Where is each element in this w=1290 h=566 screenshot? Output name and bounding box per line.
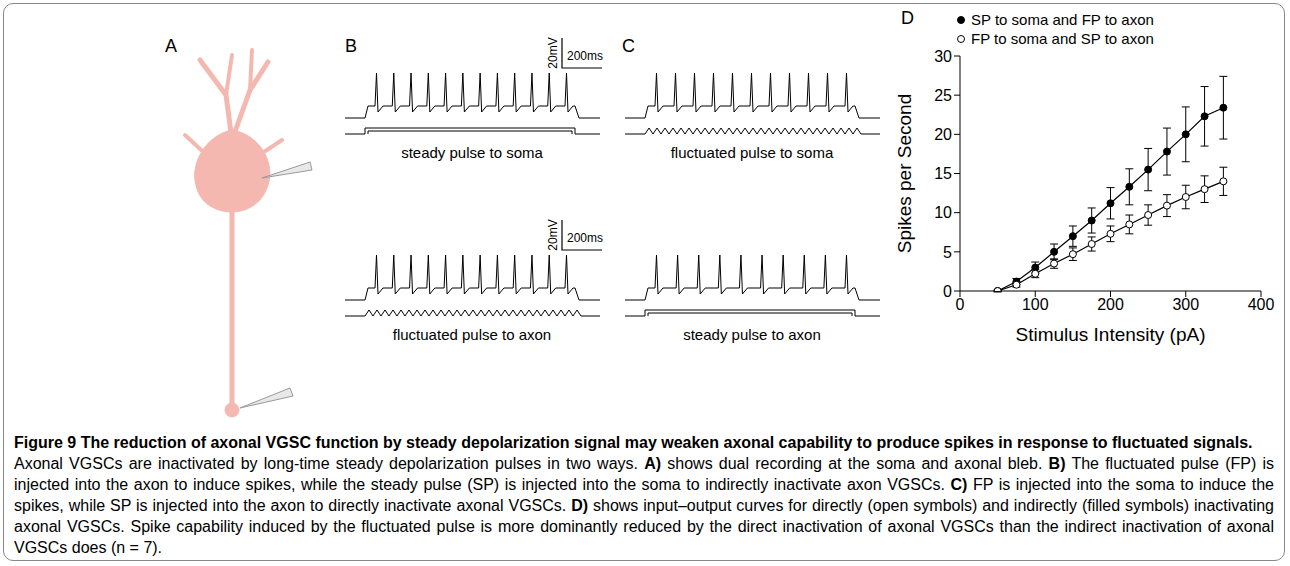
html-text:Figure 9 The reduction of axon: Figure 9 The reduction of axonal VGSC fu… xyxy=(14,434,1253,451)
svg-text:B: B xyxy=(345,36,357,56)
svg-text:20mV: 20mV xyxy=(546,219,560,250)
svg-text:0: 0 xyxy=(943,283,952,300)
svg-text:200ms: 200ms xyxy=(567,49,603,63)
svg-text:200: 200 xyxy=(1097,296,1124,313)
html-text:Axonal VGSCs are inactivated b: Axonal VGSCs are inactivated by long-tim… xyxy=(14,455,638,472)
svg-text:200ms: 200ms xyxy=(567,231,603,245)
svg-text:Stimulus Intensity (pA): Stimulus Intensity (pA) xyxy=(1015,324,1205,345)
svg-text:0: 0 xyxy=(956,296,965,313)
svg-text:5: 5 xyxy=(943,244,952,261)
svg-text:20: 20 xyxy=(934,126,952,143)
html-text:D: D xyxy=(901,8,914,28)
svg-text:30: 30 xyxy=(934,48,952,65)
svg-text:300: 300 xyxy=(1172,296,1199,313)
svg-text:15: 15 xyxy=(934,165,952,182)
svg-text:steady pulse to axon: steady pulse to axon xyxy=(683,326,821,343)
svg-text:25: 25 xyxy=(934,87,952,104)
html-text:A) shows dual recording at the: A) shows dual recording at the soma and … xyxy=(14,455,1274,556)
svg-text:400: 400 xyxy=(1248,296,1275,313)
svg-text:fluctuated pulse to soma: fluctuated pulse to soma xyxy=(671,144,834,161)
html-text:SP to soma and FP to axon: SP to soma and FP to axon xyxy=(971,11,1154,28)
svg-text:fluctuated pulse to axon: fluctuated pulse to axon xyxy=(393,326,551,343)
svg-text:100: 100 xyxy=(1022,296,1049,313)
svg-text:Spikes per Second: Spikes per Second xyxy=(894,94,915,254)
svg-text:20mV: 20mV xyxy=(546,37,560,68)
svg-text:A: A xyxy=(165,36,177,56)
svg-text:10: 10 xyxy=(934,204,952,221)
svg-text:steady pulse to soma: steady pulse to soma xyxy=(401,144,543,161)
svg-text:C: C xyxy=(622,36,635,56)
html-text:FP to soma and SP to axon: FP to soma and SP to axon xyxy=(971,30,1154,47)
